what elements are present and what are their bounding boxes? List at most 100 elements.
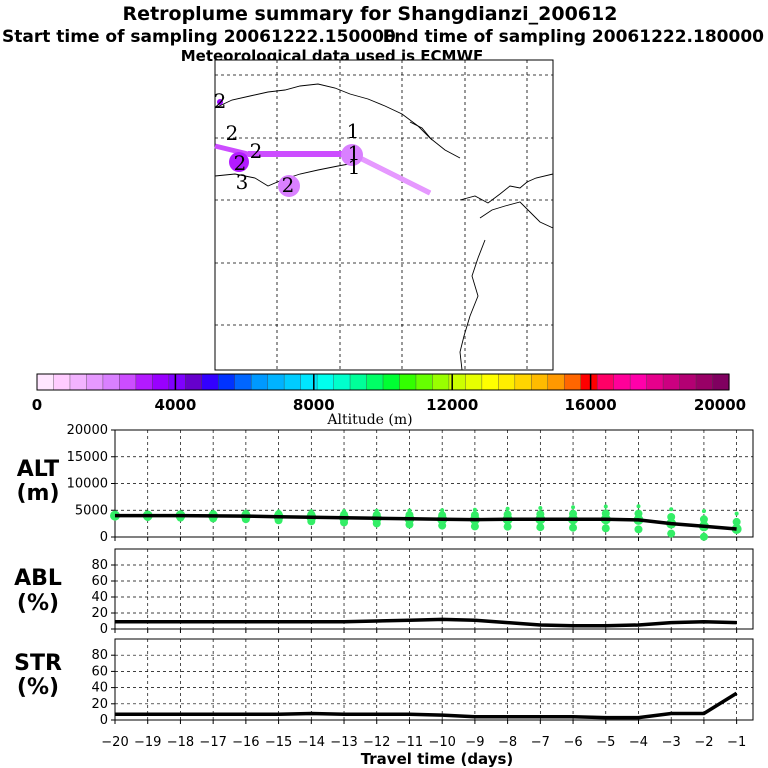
colorbar-cell [432,374,450,390]
colorbar-cell [465,374,483,390]
colorbar-cell [481,374,499,390]
altitude-point [571,505,576,510]
map-graticule [215,60,553,370]
colorbar-cell [284,374,302,390]
colorbar-cell [218,374,236,390]
series-line [115,691,738,720]
altitude-point [601,524,610,533]
x-tick-label: −15 [265,735,292,750]
colorbar-cell [597,374,615,390]
cluster-circle [229,152,249,172]
colorbar-cell [300,374,318,390]
x-tick-label: −2 [694,735,713,750]
altitude-point [470,511,479,520]
colorbar-tick: 0 [32,396,42,414]
colorbar-frame [36,373,730,391]
colorbar-cell [333,374,351,390]
colorbar-cell [564,374,582,390]
colorbar-cell [168,374,186,390]
colorbar-cell [201,374,219,390]
y-tick-label: 10000 [67,477,108,492]
colorbar-label: Altitude (m) [326,412,412,428]
x-tick-label: −17 [199,735,226,750]
colorbar-cell [663,374,681,390]
y-tick-label: 0 [100,713,108,728]
colorbar-cells [36,374,730,390]
altitude-point [503,522,512,531]
alt-panel-label: ALT [17,457,59,482]
y-tick-label: 80 [91,648,108,663]
series-line [115,513,737,531]
y-tick-label: 40 [91,681,108,696]
cluster-marker: 2 [250,139,263,163]
cluster-circle [341,144,363,166]
alt-panel-unit: (m) [16,481,59,506]
altitude-point [731,523,742,534]
colorbar-cell [547,374,565,390]
x-tick-label: −5 [596,735,615,750]
colorbar-cell [448,374,466,390]
altitude-point [536,510,545,519]
colorbar-cell [185,374,203,390]
cluster-marker: 2 [226,121,239,145]
abl-panel-unit: (%) [17,591,59,616]
altitude-point [405,510,414,519]
y-tick-label: 0 [100,622,108,637]
altitude-point [243,509,248,514]
altitude-point [374,508,379,513]
panel-alt: 0 5000 10000 15000 20000 [67,423,754,545]
x-tick-label: −9 [465,735,484,750]
colorbar-cell [152,374,170,390]
colorbar-cell [37,374,55,390]
colorbar-cell [613,374,631,390]
colorbar-cell [498,374,516,390]
time-series-panels: 05000100001500020000020406080020406080−2… [67,423,754,750]
colorbar-cell [350,374,368,390]
cluster-circle [278,175,300,197]
cluster-circle [217,99,223,105]
x-tick-label: −11 [396,735,423,750]
altitude-point [438,511,447,520]
y-tick-label: 60 [91,664,108,679]
colorbar-cell [119,374,137,390]
altitude-point [440,508,445,513]
altitude-point [667,512,676,521]
x-axis-label: Travel time (days) [361,750,514,768]
colorbar-cell [696,374,714,390]
altitude-point [634,509,643,518]
colorbar-cell [514,374,532,390]
altitude-point [669,507,674,512]
str-panel-label: STR [14,651,62,676]
colorbar-cell [251,374,269,390]
altitude-point [601,509,610,518]
altitude-point [569,509,578,518]
y-tick-label: 40 [91,590,108,605]
y-tick-label: 15000 [67,450,108,465]
colorbar-cell [234,374,252,390]
start-time-label: Start time of sampling 20061222.150000 [2,27,396,47]
x-tick-label: −6 [563,735,582,750]
x-tick-label: −4 [629,735,648,750]
cluster-marker: 1 [347,119,360,143]
altitude-point [603,504,608,509]
colorbar-cell [102,374,120,390]
colorbar-cell [366,374,384,390]
y-tick-label: 20 [91,606,108,621]
x-tick-label: −10 [428,735,455,750]
map-coastline [214,83,554,371]
altitude-point [505,506,510,511]
cluster-marker: 2 [234,151,247,175]
colorbar-cell [267,374,285,390]
colorbar-cell [53,374,71,390]
str-panel-unit: (%) [17,675,59,700]
altitude-point [276,509,281,514]
cluster-marker: 2 [214,89,227,113]
x-tick-label: −7 [531,735,550,750]
colorbar-tick: 16000 [565,396,617,414]
altitude-point [699,532,708,541]
x-tick-label: −14 [298,735,325,750]
altitude-point [472,507,477,512]
colorbar-cell [86,374,104,390]
